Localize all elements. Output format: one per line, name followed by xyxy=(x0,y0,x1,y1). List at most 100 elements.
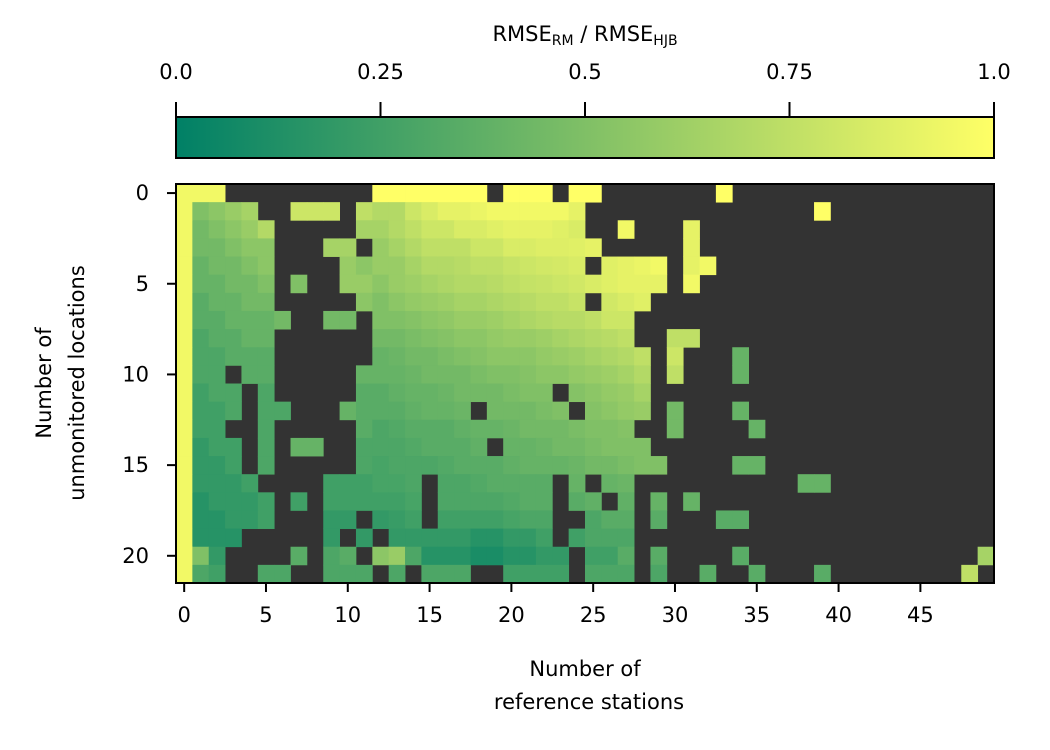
heatmap-cell xyxy=(617,329,635,348)
heatmap-cell xyxy=(257,401,275,421)
heatmap-cell xyxy=(519,528,537,548)
heatmap-cell xyxy=(519,310,537,330)
heatmap-cell xyxy=(666,401,684,421)
heatmap-cell xyxy=(503,274,520,294)
heatmap-cell xyxy=(552,456,570,475)
heatmap-cell xyxy=(535,256,553,276)
heatmap-cell xyxy=(323,510,340,529)
heatmap-cell xyxy=(208,292,226,312)
heatmap-cell xyxy=(339,401,357,421)
heatmap-cell xyxy=(437,202,455,221)
heatmap-cell xyxy=(257,365,275,384)
heatmap-cell xyxy=(617,347,635,366)
heatmap-cell xyxy=(486,238,504,257)
heatmap-cell xyxy=(568,419,586,439)
heatmap-cell xyxy=(486,256,504,276)
heatmap-cell xyxy=(617,419,635,439)
colorbar-tick-label: 0.0 xyxy=(159,60,192,84)
heatmap-cell xyxy=(405,347,422,366)
heatmap-cell xyxy=(388,347,406,366)
heatmap-cell xyxy=(585,456,602,475)
heatmap-cell xyxy=(535,528,553,548)
heatmap-cell xyxy=(405,419,422,439)
heatmap-cell xyxy=(585,365,602,384)
heatmap-cell xyxy=(339,310,357,330)
heatmap-cell xyxy=(552,292,570,312)
heatmap-cell xyxy=(634,383,651,403)
heatmap-cell xyxy=(405,474,422,493)
heatmap-cell xyxy=(486,401,504,421)
heatmap-cell xyxy=(634,456,651,475)
x-tick-label: 0 xyxy=(177,603,190,627)
heatmap-cell xyxy=(519,456,537,475)
heatmap-cell xyxy=(176,274,193,294)
heatmap-cell xyxy=(454,419,471,439)
heatmap-cell xyxy=(552,347,570,366)
heatmap-cell xyxy=(486,492,504,511)
heatmap-cell xyxy=(208,492,226,511)
heatmap-cell xyxy=(666,419,684,439)
heatmap-cell xyxy=(568,492,586,511)
heatmap-cell xyxy=(519,347,537,366)
heatmap-cell xyxy=(454,274,471,294)
heatmap-cell xyxy=(535,184,553,203)
heatmap-cell xyxy=(519,564,537,584)
heatmap-cell xyxy=(306,202,324,221)
heatmap-cell xyxy=(388,329,406,348)
heatmap-cell xyxy=(192,564,210,584)
heatmap-cell xyxy=(355,564,373,584)
heatmap-cell xyxy=(797,474,815,493)
heatmap-cell xyxy=(192,220,210,239)
heatmap-cell xyxy=(470,437,488,457)
heatmap-cell xyxy=(241,292,259,312)
heatmap-cell xyxy=(503,256,520,276)
heatmap-cell xyxy=(535,202,553,221)
heatmap-cell xyxy=(617,492,635,511)
heatmap-cell xyxy=(176,329,193,348)
heatmap-cell xyxy=(372,456,390,475)
heatmap-cell xyxy=(257,256,275,276)
heatmap-cell xyxy=(306,437,324,457)
heatmap-cell xyxy=(470,256,488,276)
heatmap-cell xyxy=(421,238,439,257)
heatmap-cell xyxy=(208,256,226,276)
heatmap-cell xyxy=(732,347,749,366)
heatmap-cell xyxy=(192,292,210,312)
heatmap-cell xyxy=(454,383,471,403)
heatmap-cell xyxy=(585,419,602,439)
heatmap-cell xyxy=(535,456,553,475)
heatmap-cell xyxy=(437,347,455,366)
heatmap-cell xyxy=(503,492,520,511)
heatmap-cell xyxy=(552,437,570,457)
heatmap-cell xyxy=(437,365,455,384)
heatmap-cell xyxy=(176,528,193,548)
x-tick-label: 35 xyxy=(743,603,770,627)
heatmap-cell xyxy=(192,401,210,421)
heatmap-cell xyxy=(388,383,406,403)
heatmap-cell xyxy=(355,419,373,439)
heatmap-cell xyxy=(176,564,193,584)
heatmap-cell xyxy=(257,456,275,475)
heatmap-cell xyxy=(372,347,390,366)
heatmap-cell xyxy=(617,474,635,493)
heatmap-cell xyxy=(192,347,210,366)
heatmap-cell xyxy=(405,274,422,294)
heatmap-cell xyxy=(405,528,422,548)
heatmap-cell xyxy=(486,292,504,312)
heatmap-cell xyxy=(208,220,226,239)
heatmap-cell xyxy=(192,184,210,203)
heatmap-cell xyxy=(568,456,586,475)
x-axis-title-line2: reference stations xyxy=(494,690,684,714)
heatmap-cell xyxy=(355,202,373,221)
heatmap-cell xyxy=(470,347,488,366)
heatmap-cell xyxy=(405,329,422,348)
heatmap-cell xyxy=(290,546,308,566)
heatmap-cell xyxy=(503,510,520,529)
heatmap-cell xyxy=(503,564,520,584)
heatmap-cell xyxy=(176,184,193,203)
heatmap-cell xyxy=(552,564,570,584)
heatmap-cell xyxy=(519,292,537,312)
x-tick-label: 20 xyxy=(498,603,525,627)
heatmap-cell xyxy=(437,474,455,493)
heatmap-cell xyxy=(601,347,619,366)
